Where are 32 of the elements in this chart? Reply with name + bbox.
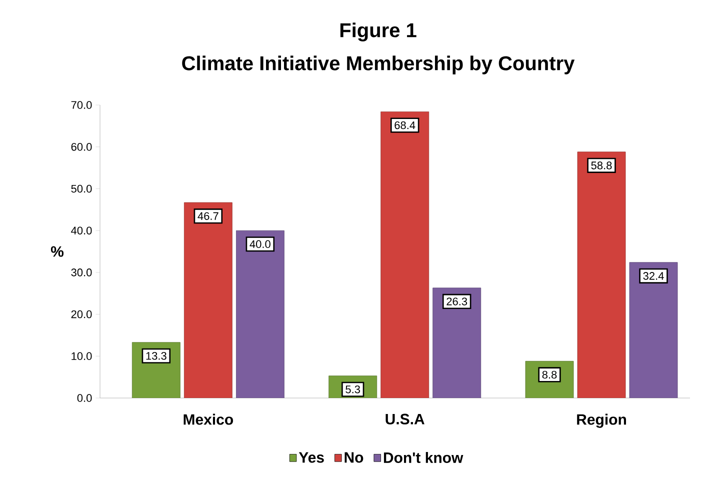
data-label: 8.8 — [542, 370, 557, 379]
x-tick-label: U.S.A — [386, 414, 424, 424]
data-label: 32.4 — [643, 272, 664, 280]
y-tick-label: 20.0 — [71, 310, 92, 318]
bar — [432, 288, 482, 398]
bar — [629, 262, 678, 398]
y-tick-label: 50.0 — [71, 184, 92, 193]
data-label: 68.4 — [394, 121, 416, 130]
y-tick-label: 70.0 — [71, 101, 92, 109]
bar — [236, 230, 284, 398]
chart-title: Figure 1 — [340, 22, 416, 42]
data-label: 5.3 — [346, 385, 360, 394]
legend-label: Don't know — [384, 452, 464, 464]
x-tick-label: Region — [577, 414, 626, 428]
chart-subtitle: Climate Initiative Membership by Country — [182, 56, 575, 74]
y-tick-label: 0.0 — [77, 394, 92, 402]
data-label: 58.8 — [591, 162, 612, 170]
x-tick-label: Mexico — [184, 414, 234, 425]
y-tick-label: 10.0 — [72, 352, 92, 360]
data-label: 26.3 — [446, 298, 468, 306]
legend-label: No — [344, 452, 364, 463]
data-label: 13.3 — [146, 352, 166, 360]
bar — [380, 112, 430, 398]
bar — [184, 202, 232, 398]
y-tick-label: 60.0 — [71, 142, 92, 151]
legend-label: Yes — [298, 452, 324, 463]
data-label: 40.0 — [250, 240, 270, 248]
data-label: 46.7 — [198, 212, 218, 220]
y-tick-label: 40.0 — [71, 226, 92, 234]
y-axis-title: % — [50, 246, 64, 257]
bar — [577, 152, 626, 398]
y-tick-label: 30.0 — [71, 268, 92, 276]
